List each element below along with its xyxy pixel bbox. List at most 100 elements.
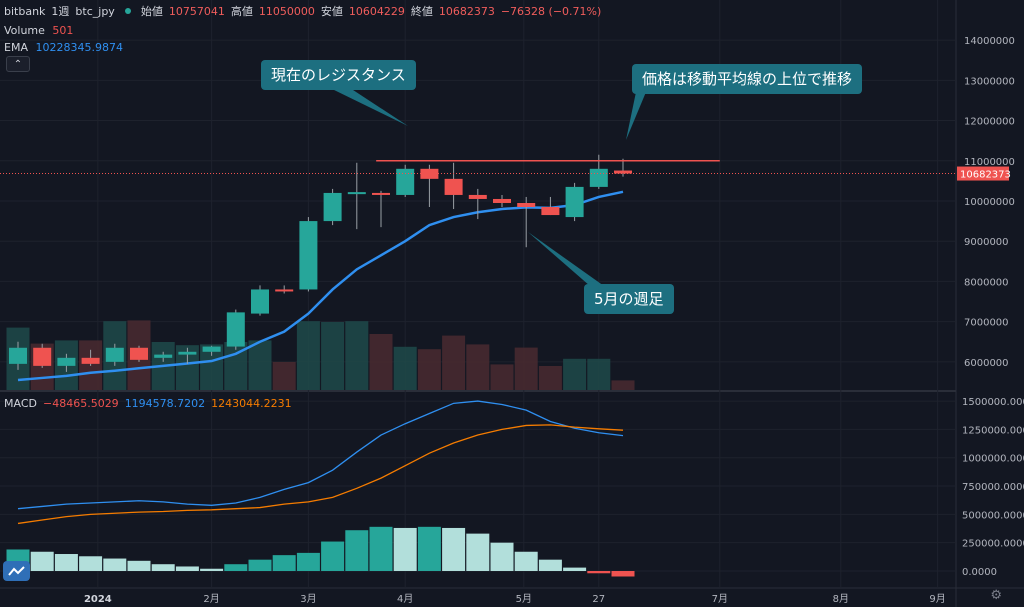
macd-line xyxy=(18,401,623,509)
volume-bar xyxy=(539,366,562,390)
candle-body xyxy=(517,203,535,207)
candle-body xyxy=(324,193,342,221)
time-tick-label: 3月 xyxy=(300,593,316,605)
last-price-label: 10682373 xyxy=(960,170,1011,181)
open-label: 始値 xyxy=(141,3,163,19)
close-label: 終値 xyxy=(411,3,433,19)
open-value: 10757041 xyxy=(169,5,225,18)
candle-body xyxy=(130,348,148,360)
price-tick-label: 9000000 xyxy=(964,237,1009,248)
gear-icon[interactable]: ⚙ xyxy=(990,588,1002,603)
time-tick-label: 4月 xyxy=(397,593,413,605)
volume-value: 501 xyxy=(52,24,73,37)
candle-body xyxy=(590,169,608,187)
volume-label: Volume xyxy=(4,24,45,37)
market-status-icon xyxy=(125,8,131,14)
candle-body xyxy=(9,348,27,364)
macd-histogram-bar xyxy=(612,571,635,576)
price-tick-label: 8000000 xyxy=(964,277,1009,288)
time-tick-label: 2024 xyxy=(84,594,112,605)
candlestick-series xyxy=(9,155,632,372)
price-tick-label: 10000000 xyxy=(964,197,1015,208)
time-tick-label: 2月 xyxy=(203,593,219,605)
macd-legend[interactable]: MACD −48465.5029 1194578.7202 1243044.22… xyxy=(4,397,292,410)
macd-histogram-bar xyxy=(491,543,514,571)
symbol-name[interactable]: btc_jpy xyxy=(75,5,114,18)
low-label: 安値 xyxy=(321,3,343,19)
ema-value: 10228345.9874 xyxy=(35,41,122,54)
macd-tick-label: 0.0000 xyxy=(962,567,997,578)
macd-tick-label: 1500000.0000 xyxy=(962,397,1024,408)
candle-body xyxy=(396,169,414,195)
volume-legend[interactable]: Volume 501 xyxy=(4,24,73,37)
macd-histogram-bar xyxy=(515,552,538,571)
macd-histogram-bar xyxy=(539,560,562,571)
signal-line xyxy=(18,425,623,524)
may-week-note-pointer xyxy=(528,232,604,286)
candle-body xyxy=(493,199,511,203)
candle-body xyxy=(227,312,245,346)
candle-body xyxy=(33,348,51,366)
candle-body xyxy=(299,221,317,289)
candle-body xyxy=(566,187,584,217)
time-tick-label: 27 xyxy=(592,594,605,605)
macd-histogram-bar xyxy=(128,561,151,571)
time-tick-label: 7月 xyxy=(712,593,728,605)
time-tick-label: 9月 xyxy=(929,593,945,605)
macd-histogram-bar xyxy=(442,528,465,571)
price-tick-label: 12000000 xyxy=(964,117,1015,128)
macd-histogram-bar xyxy=(370,527,393,571)
above-ma-note[interactable]: 価格は移動平均線の上位で推移 xyxy=(632,64,862,94)
candle-body xyxy=(614,171,632,174)
price-tick-label: 6000000 xyxy=(964,358,1009,369)
chevron-up-icon[interactable]: ⌃ xyxy=(6,56,30,72)
tradingview-logo-icon[interactable] xyxy=(3,561,30,581)
macd-tick-label: 1000000.0000 xyxy=(962,454,1024,465)
volume-bar xyxy=(587,359,610,390)
macd-tick-label: 1250000.0000 xyxy=(962,425,1024,436)
resistance-note[interactable]: 現在のレジスタンス xyxy=(261,60,416,90)
interval[interactable]: 1週 xyxy=(51,3,69,19)
candle-body xyxy=(541,207,559,215)
macd-histogram-bar xyxy=(55,554,78,571)
macd-value-2: 1194578.7202 xyxy=(125,397,205,410)
may-week-note[interactable]: 5月の週足 xyxy=(584,284,674,314)
low-value: 10604229 xyxy=(349,5,405,18)
macd-histogram-bar xyxy=(394,528,417,571)
macd-value-3: 1243044.2231 xyxy=(211,397,291,410)
time-tick-label: 8月 xyxy=(833,593,849,605)
macd-pane xyxy=(7,401,635,576)
candle-body xyxy=(348,192,366,194)
candle-body xyxy=(251,289,269,313)
exchange-name[interactable]: bitbank xyxy=(4,5,45,18)
price-axis: 6000000700000080000009000000100000001100… xyxy=(84,36,1024,605)
volume-bar xyxy=(394,347,417,390)
candle-body xyxy=(106,348,124,362)
candle-body xyxy=(275,289,293,291)
volume-bar xyxy=(515,348,538,390)
ema-legend[interactable]: EMA 10228345.9874 xyxy=(4,41,123,54)
price-tick-label: 14000000 xyxy=(964,36,1015,47)
candle-body xyxy=(469,195,487,199)
macd-tick-label: 750000.0000 xyxy=(962,482,1024,493)
macd-histogram-bar xyxy=(563,568,586,571)
volume-bar xyxy=(370,334,393,390)
volume-bar xyxy=(345,321,368,390)
macd-value-1: −48465.5029 xyxy=(43,397,119,410)
high-label: 高値 xyxy=(231,3,253,19)
volume-bar xyxy=(418,349,441,390)
volume-bar xyxy=(249,340,272,390)
candle-body xyxy=(82,358,100,364)
volume-bar xyxy=(563,359,586,390)
volume-bars xyxy=(7,320,635,390)
macd-histogram-bar xyxy=(200,569,223,571)
symbol-legend: bitbank 1週 btc_jpy 始値 10757041 高値 11050000… xyxy=(4,4,601,18)
chart-overlays: 10682373 xyxy=(0,88,1011,286)
macd-histogram-bar xyxy=(152,564,175,571)
volume-bar xyxy=(466,344,489,390)
macd-histogram-bar xyxy=(176,566,199,571)
macd-histogram-bar xyxy=(273,555,296,571)
candle-body xyxy=(203,347,221,352)
macd-histogram-bar xyxy=(79,556,102,571)
